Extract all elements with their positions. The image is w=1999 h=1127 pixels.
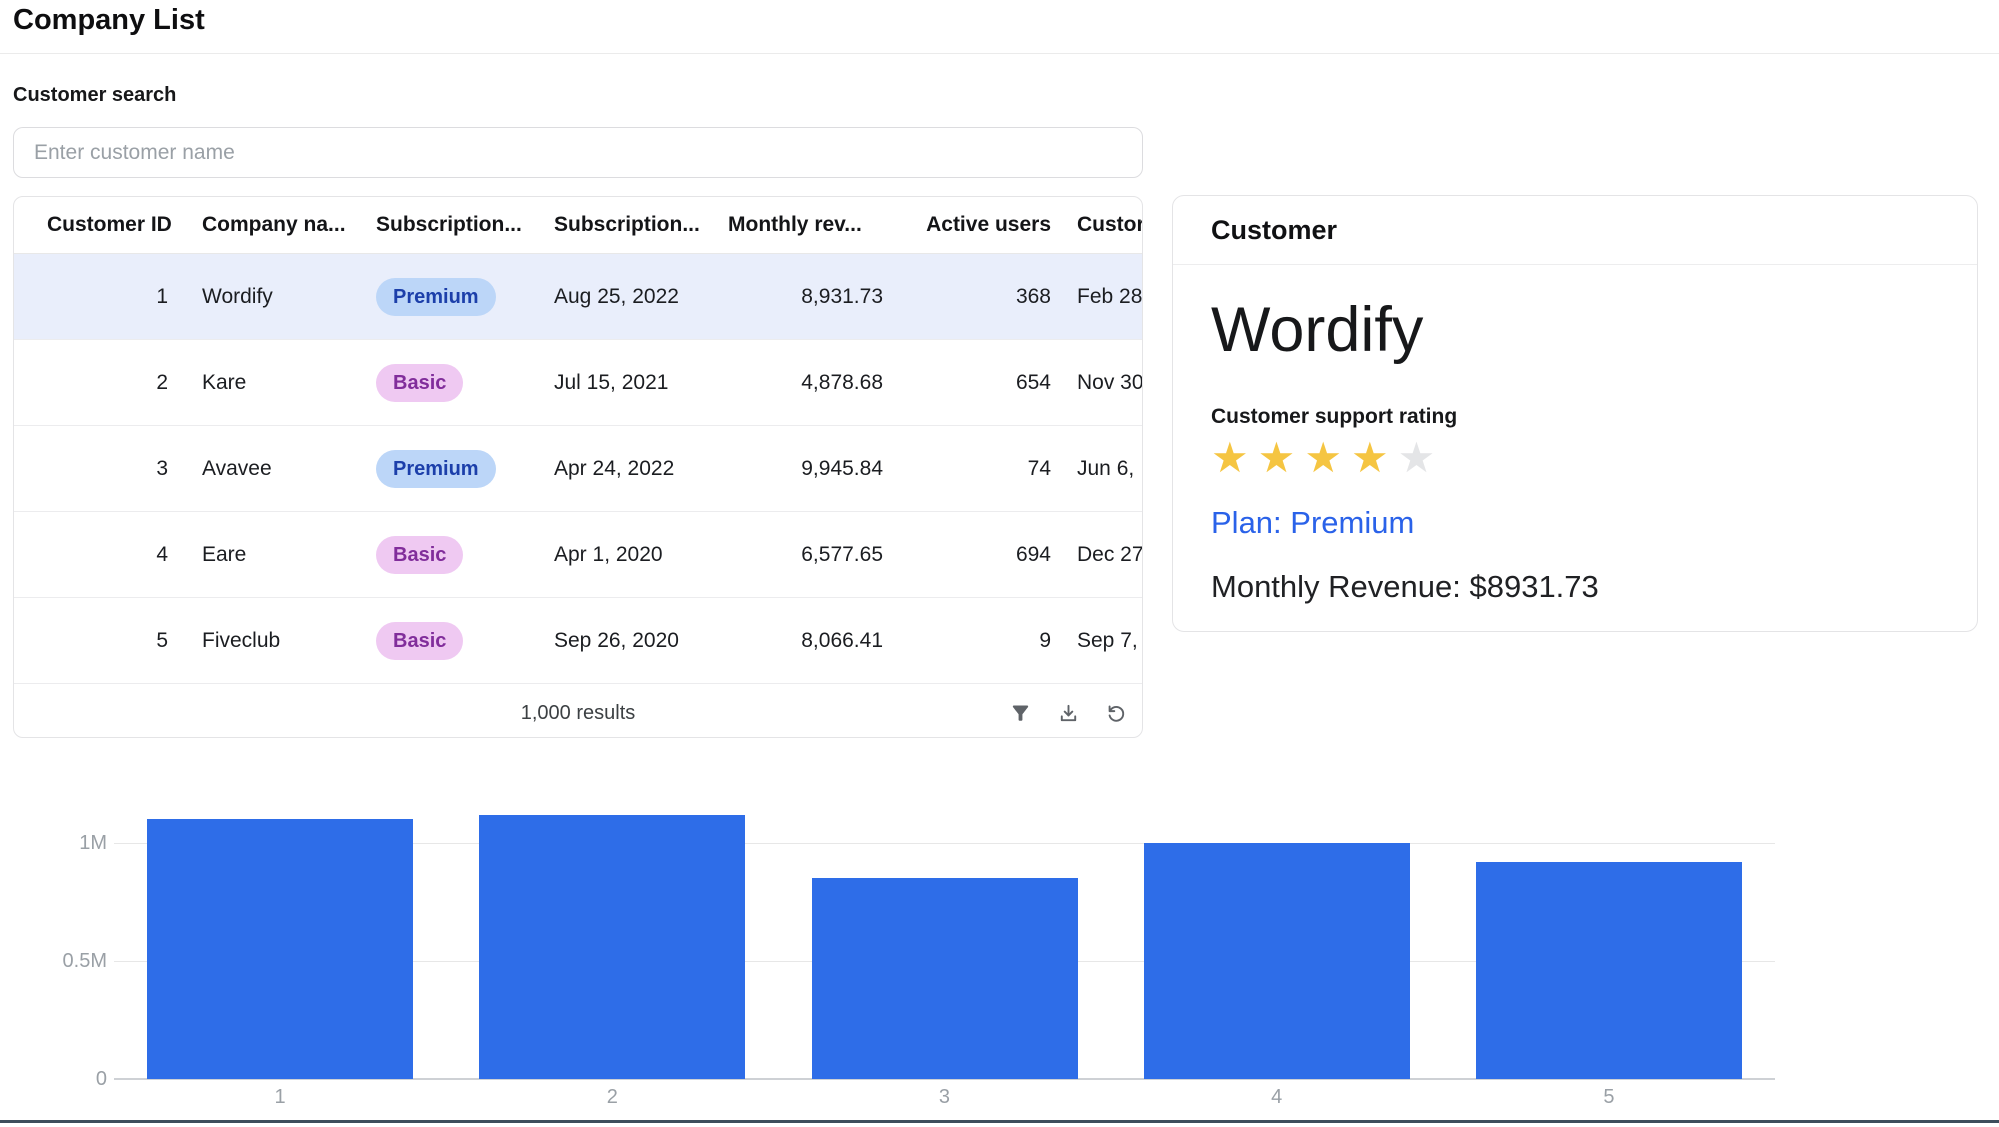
cell-monthly_revenue: 8,066.41 (801, 628, 883, 652)
cell-company: Fiveclub (202, 628, 281, 652)
table-header-row: Customer ID Company na... Subscription... S… (14, 197, 1142, 254)
cell-start_date: Sep 26, 2020 (554, 628, 679, 652)
bar[interactable] (479, 814, 746, 1079)
cell-id: 1 (156, 284, 168, 308)
cell-customer_since: Jun 6, (1077, 456, 1135, 480)
cell-active_users: 74 (1027, 456, 1051, 480)
cell-start_date: Apr 1, 2020 (554, 542, 663, 566)
column-header-0[interactable]: Customer ID (47, 213, 172, 236)
x-axis-baseline (114, 1078, 1775, 1080)
header-divider (0, 53, 1999, 54)
cell-id: 5 (156, 628, 168, 652)
plan-text: Plan: Premium (1211, 505, 1415, 541)
plan-badge: Premium (376, 277, 496, 316)
company-table: Customer ID Company na... Subscription... S… (13, 196, 1143, 738)
gridline (114, 843, 1775, 844)
table-footer-toolbar (1009, 684, 1128, 737)
cell-start_date: Apr 24, 2022 (554, 456, 675, 480)
star-rating: ★★★★★ (1211, 437, 1939, 479)
revenue-bar-chart: 0 0.5M 1M 1 2 3 4 5 (0, 780, 1999, 1120)
cell-company: Kare (202, 370, 247, 394)
download-icon[interactable] (1057, 702, 1080, 725)
y-axis-tick-label: 1M (79, 832, 107, 854)
cell-customer_since: Feb 28 (1077, 284, 1142, 308)
x-axis-tick-label: 4 (1271, 1086, 1283, 1108)
detail-card-title: Customer (1173, 196, 1977, 265)
table-footer: 1,000 results (14, 684, 1142, 737)
table-row[interactable]: 5 Fiveclub Basic Sep 26, 2020 8,066.41 9 Sep 7… (14, 598, 1142, 684)
x-axis-tick-label: 5 (1603, 1086, 1615, 1108)
column-header-1[interactable]: Company na... (202, 213, 346, 236)
table-body: 1 Wordify Premium Aug 25, 2022 8,931.73 368 Fe… (14, 254, 1142, 684)
column-header-3[interactable]: Subscription... (554, 213, 700, 236)
x-axis-tick-label: 3 (938, 1086, 951, 1108)
results-count: 1,000 results (520, 702, 636, 724)
cell-start_date: Aug 25, 2022 (554, 284, 679, 308)
column-header-2[interactable]: Subscription... (376, 213, 522, 236)
cell-active_users: 654 (1015, 370, 1051, 394)
plan-badge: Premium (376, 449, 496, 488)
search-label: Customer search (13, 84, 177, 106)
bar[interactable] (811, 878, 1078, 1079)
star-icon-empty: ★ (1397, 434, 1445, 482)
star-icon-filled: ★ (1304, 434, 1351, 482)
y-axis-tick-label: 0 (95, 1068, 107, 1090)
search-input[interactable] (13, 127, 1143, 178)
cell-plan: Basic (366, 621, 541, 660)
cell-monthly_revenue: 6,577.65 (801, 542, 883, 566)
cell-customer_since: Sep 7, (1077, 628, 1138, 652)
table-row[interactable]: 1 Wordify Premium Aug 25, 2022 8,931.73 368 Fe… (14, 254, 1142, 340)
cell-monthly_revenue: 9,945.84 (801, 456, 883, 480)
bar[interactable] (1143, 843, 1410, 1079)
plan-badge: Basic (376, 621, 464, 660)
cell-plan: Premium (366, 449, 541, 488)
cell-id: 4 (156, 542, 168, 566)
x-axis-tick-label: 2 (606, 1086, 618, 1108)
cell-active_users: 694 (1015, 542, 1051, 566)
cell-active_users: 9 (1039, 628, 1051, 652)
rating-label: Customer support rating (1211, 405, 1458, 429)
column-header-4[interactable]: Monthly rev... (728, 213, 862, 236)
customer-detail-card: Customer Wordify Customer support rating… (1172, 195, 1978, 632)
refresh-icon[interactable] (1105, 702, 1128, 725)
cell-company: Avavee (202, 456, 272, 480)
cell-customer_since: Nov 30 (1077, 370, 1142, 394)
bar[interactable] (1475, 861, 1742, 1079)
cell-monthly_revenue: 4,878.68 (801, 370, 883, 394)
plan-badge: Basic (376, 363, 464, 402)
star-icon-filled: ★ (1211, 434, 1258, 482)
cell-plan: Basic (366, 363, 541, 402)
bottom-border-strip (0, 1120, 1999, 1123)
plan-badge: Basic (376, 535, 464, 574)
cell-company: Eare (202, 542, 247, 566)
column-header-6[interactable]: Custor (1077, 213, 1142, 236)
cell-company: Wordify (202, 284, 273, 308)
star-icon-filled: ★ (1350, 434, 1398, 482)
filter-icon[interactable] (1009, 702, 1032, 725)
revenue-text: Monthly Revenue: $8931.73 (1211, 569, 1599, 605)
star-icon-filled: ★ (1257, 434, 1305, 482)
table-row[interactable]: 2 Kare Basic Jul 15, 2021 4,878.68 654 Nov 30 (14, 340, 1142, 426)
cell-monthly_revenue: 8,931.73 (801, 284, 883, 308)
column-header-5[interactable]: Active users (926, 213, 1051, 236)
cell-id: 3 (156, 456, 168, 480)
bar[interactable] (147, 819, 414, 1079)
cell-plan: Basic (366, 535, 541, 574)
page-title: Company List (13, 4, 205, 36)
cell-id: 2 (156, 370, 168, 394)
cell-customer_since: Dec 27 (1077, 542, 1142, 566)
table-row[interactable]: 3 Avavee Premium Apr 24, 2022 9,945.84 74 Jun … (14, 426, 1142, 512)
x-axis-tick-label: 1 (274, 1086, 286, 1108)
cell-active_users: 368 (1015, 284, 1051, 308)
cell-plan: Premium (366, 277, 541, 316)
cell-start_date: Jul 15, 2021 (554, 370, 669, 394)
detail-company-name: Wordify (1211, 295, 1424, 365)
detail-card-body: Wordify Customer support rating ★★★★★ Pl… (1173, 297, 1977, 605)
y-axis-tick-label: 0.5M (62, 950, 107, 972)
table-row[interactable]: 4 Eare Basic Apr 1, 2020 6,577.65 694 Dec 27 (14, 512, 1142, 598)
